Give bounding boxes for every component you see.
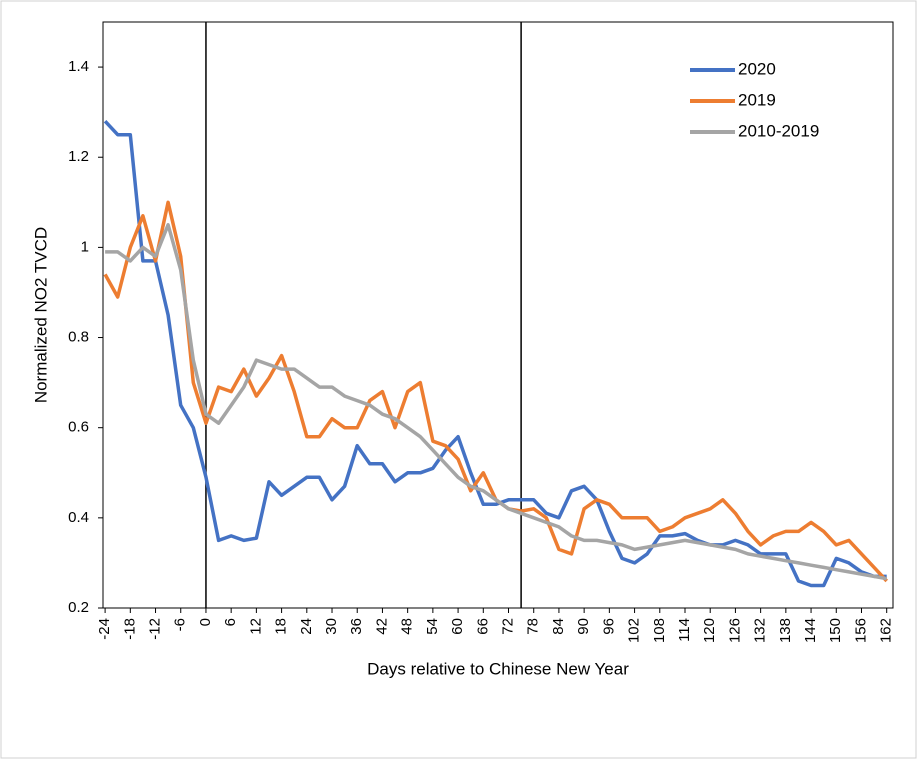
x-tick-label: 150 xyxy=(827,618,844,643)
y-tick-label: 0.2 xyxy=(68,599,89,616)
x-tick-label: -24 xyxy=(96,618,113,640)
x-tick-label: 108 xyxy=(651,618,668,643)
x-tick-label: 24 xyxy=(298,618,315,635)
x-tick-label: 72 xyxy=(499,618,516,635)
x-tick-label: 102 xyxy=(626,618,643,643)
x-tick-label: 78 xyxy=(525,618,542,635)
x-tick-label: 90 xyxy=(575,618,592,635)
x-tick-label: 6 xyxy=(222,618,239,626)
x-tick-label: 84 xyxy=(550,618,567,635)
x-tick-label: 42 xyxy=(373,618,390,635)
x-tick-label: 48 xyxy=(399,618,416,635)
x-tick-label: 114 xyxy=(676,618,693,642)
y-tick-label: 1.2 xyxy=(68,148,89,165)
legend-label: 2010-2019 xyxy=(738,121,819,140)
x-tick-label: 120 xyxy=(701,618,718,643)
x-tick-label: 96 xyxy=(600,618,617,635)
x-tick-label: 30 xyxy=(323,618,340,635)
x-tick-label: -6 xyxy=(172,618,189,631)
y-tick-label: 1 xyxy=(81,238,89,255)
x-tick-label: 0 xyxy=(197,618,214,626)
x-tick-label: 60 xyxy=(449,618,466,635)
x-tick-label: 144 xyxy=(802,618,819,643)
x-tick-label: 138 xyxy=(777,618,794,643)
plot-frame xyxy=(102,21,894,609)
x-tick-label: 66 xyxy=(474,618,491,635)
y-tick-label: 0.4 xyxy=(68,509,89,526)
x-tick-label: -12 xyxy=(146,618,163,640)
y-tick-label: 0.8 xyxy=(68,329,89,346)
y-axis-label: Normalized NO2 TVCD xyxy=(31,227,50,403)
legend-label: 2020 xyxy=(738,59,776,78)
x-tick-label: 156 xyxy=(852,618,869,643)
series-line xyxy=(103,120,887,588)
x-tick-label: 12 xyxy=(247,618,264,635)
x-tick-label: 54 xyxy=(424,618,441,635)
x-tick-label: 18 xyxy=(273,618,290,635)
x-tick-label: 126 xyxy=(726,618,743,643)
x-axis-label: Days relative to Chinese New Year xyxy=(367,659,629,678)
x-tick-label: 36 xyxy=(348,618,365,635)
legend-label: 2019 xyxy=(738,90,776,109)
x-tick-label: 162 xyxy=(878,618,895,643)
x-tick-label: -18 xyxy=(121,618,138,640)
y-tick-label: 1.4 xyxy=(68,58,89,75)
series-line xyxy=(105,223,888,581)
x-tick-label: 132 xyxy=(752,618,769,643)
y-tick-label: 0.6 xyxy=(68,419,89,436)
